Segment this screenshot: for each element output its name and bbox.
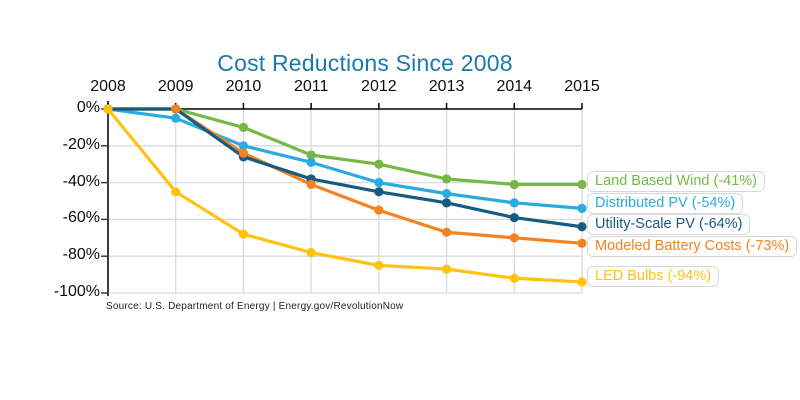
legend-item-land-based-wind: Land Based Wind (-41%) <box>587 171 765 192</box>
legend-item-led-bulbs: LED Bulbs (-94%) <box>587 266 720 287</box>
y-tick-label-100: -100% <box>53 283 100 300</box>
x-tick-label-2013: 2013 <box>428 78 465 95</box>
chart-title: Cost Reductions Since 2008 <box>217 50 513 76</box>
x-tick-label-2010: 2010 <box>225 78 262 95</box>
y-tick-label-60: -60% <box>62 209 100 227</box>
y-tick-label-80: -80% <box>62 246 100 264</box>
x-tick-label-2015: 2015 <box>564 78 600 95</box>
y-tick-label-40: -40% <box>62 172 100 190</box>
y-tick-label-20: -20% <box>62 135 100 153</box>
source-attribution: Source: U.S. Department of Energy | Ener… <box>106 301 404 312</box>
legend-item-distributed-pv: Distributed PV (-54%) <box>587 193 744 214</box>
x-tick-label-2008: 2008 <box>90 78 126 95</box>
legend-item-modeled-battery-costs: Modeled Battery Costs (-73%) <box>587 236 798 257</box>
x-tick-label-2011: 2011 <box>293 78 329 95</box>
x-tick-label-2012: 2012 <box>361 78 397 95</box>
y-tick-label-0: 0% <box>76 99 100 116</box>
x-tick-label-2009: 2009 <box>157 78 194 95</box>
x-tick-label-2014: 2014 <box>496 78 533 95</box>
legend-item-utility-scale-pv: Utility-Scale PV (-64%) <box>587 214 751 235</box>
